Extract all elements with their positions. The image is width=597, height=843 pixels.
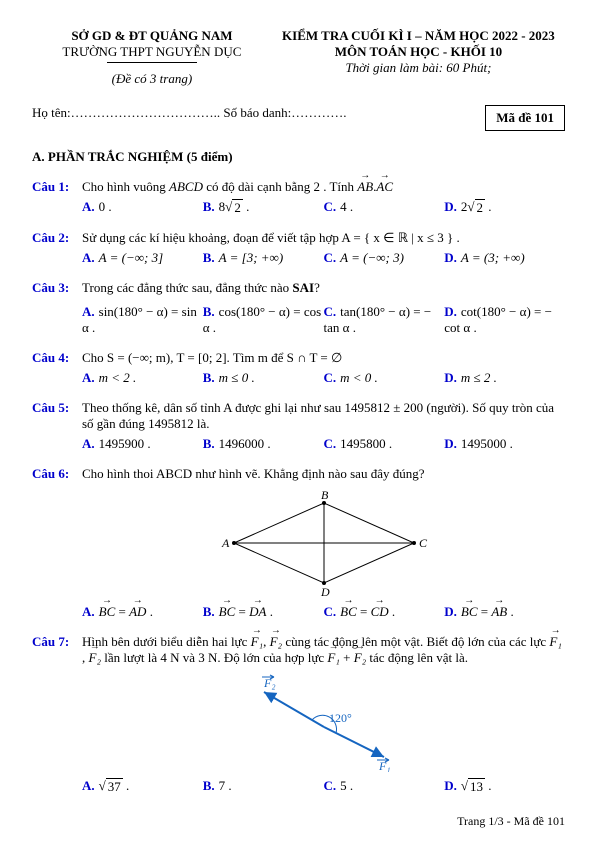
question-3: Câu 3: Trong các đẳng thức sau, đẳng thứ… (32, 280, 565, 336)
header-left: SỞ GD & ĐT QUẢNG NAM TRƯỜNG THPT NGUYỄN … (32, 28, 272, 87)
q1-options: A.0 . B.82 . C.4 . D.22 . (82, 199, 565, 216)
svg-text:A: A (221, 536, 230, 550)
question-1: Câu 1: Cho hình vuông ABCD có độ dài cạn… (32, 179, 565, 216)
q1-A: A.0 . (82, 199, 203, 216)
question-4: Câu 4: Cho S = (−∞; m), T = [0; 2]. Tìm … (32, 350, 565, 386)
q3-B: B.cos(180° − α) = cos α . (203, 304, 324, 336)
q7-label: Câu 7: (32, 634, 82, 795)
q5-label: Câu 5: (32, 400, 82, 452)
school-name: TRƯỜNG THPT NGUYỄN DỤC (32, 44, 272, 60)
question-2: Câu 2: Sử dụng các kí hiệu khoảng, đoạn … (32, 230, 565, 266)
q3-C: C.tan(180° − α) = − tan α . (324, 304, 445, 336)
force-diagram: 120° F₂ F₁ (234, 672, 414, 772)
q7-ta: Hình bên dưới biểu diễn hai lực (82, 634, 251, 649)
question-5: Câu 5: Theo thống kê, dân số tỉnh A được… (32, 400, 565, 452)
dept-name: SỞ GD & ĐT QUẢNG NAM (32, 28, 272, 44)
q4-B: B.m ≤ 0 . (203, 370, 324, 386)
q7-B: B.7 . (203, 778, 324, 795)
q3-text: Trong các đẳng thức sau, đẳng thức nào (82, 280, 292, 295)
svg-text:F₂: F₂ (263, 676, 276, 690)
q4-label: Câu 4: (32, 350, 82, 386)
q2-C: C.A = (−∞; 3) (324, 250, 445, 266)
q2-label: Câu 2: (32, 230, 82, 266)
page-footer: Trang 1/3 - Mã đề 101 (457, 814, 565, 829)
q1-label: Câu 1: (32, 179, 82, 216)
q5-text: Theo thống kê, dân số tỉnh A được ghi lạ… (82, 400, 554, 431)
q1-text-a: Cho hình vuông (82, 179, 169, 194)
q6-body: Cho hình thoi ABCD như hình vẽ. Khẳng đị… (82, 466, 565, 620)
q2-D: D.A = (3; +∞) (444, 250, 565, 266)
sbd-label: Số báo danh:…………. (223, 105, 346, 120)
q3-body: Trong các đẳng thức sau, đẳng thức nào S… (82, 280, 565, 336)
q7-D: D.13 . (444, 778, 565, 795)
q7-td: tác động lên vật là. (369, 650, 468, 665)
q5-B: B.1496000 . (203, 436, 324, 452)
q4-text: Cho S = (−∞; m), T = [0; 2]. Tìm m để S … (82, 350, 342, 365)
q1-abcd: ABCD (169, 179, 203, 194)
q2-A: A.A = (−∞; 3] (82, 250, 203, 266)
q1-D: D.22 . (444, 199, 565, 216)
exam-page: SỞ GD & ĐT QUẢNG NAM TRƯỜNG THPT NGUYỄN … (0, 0, 597, 843)
svg-text:C: C (419, 536, 428, 550)
q4-body: Cho S = (−∞; m), T = [0; 2]. Tìm m để S … (82, 350, 565, 386)
q1-C: C.4 . (324, 199, 445, 216)
q3-options: A.sin(180° − α) = sin α . B.cos(180° − α… (82, 300, 565, 336)
rhombus-diagram: A B C D (214, 488, 434, 598)
vec-f2: F₂ (270, 634, 282, 650)
vec-f1: F₁ (251, 634, 263, 650)
q5-body: Theo thống kê, dân số tỉnh A được ghi lạ… (82, 400, 565, 452)
q6-A: A.BC = AD . (82, 604, 203, 620)
pages-note: (Đề có 3 trang) (32, 71, 272, 87)
q5-A: A.1495900 . (82, 436, 203, 452)
q4-A: A.m < 2 . (82, 370, 203, 386)
q3-label: Câu 3: (32, 280, 82, 336)
q7-tb: cùng tác động lên một vật. Biết độ lớn c… (285, 634, 549, 649)
question-6: Câu 6: Cho hình thoi ABCD như hình vẽ. K… (32, 466, 565, 620)
q1-body: Cho hình vuông ABCD có độ dài cạnh bằng … (82, 179, 565, 216)
q5-C: C.1495800 . (324, 436, 445, 452)
q5-D: D.1495000 . (444, 436, 565, 452)
q6-D: D.BC = AB . (444, 604, 565, 620)
q4-D: D.m ≤ 2 . (444, 370, 565, 386)
header: SỞ GD & ĐT QUẢNG NAM TRƯỜNG THPT NGUYỄN … (32, 28, 565, 87)
name-label: Họ tên:…………………………….. (32, 105, 220, 120)
svg-text:120°: 120° (329, 711, 352, 725)
q3-sai: SAI (292, 280, 314, 295)
q6-options: A.BC = AD . B.BC = DA . C.BC = CD . D.BC… (82, 604, 565, 620)
q6-text: Cho hình thoi ABCD như hình vẽ. Khẳng đị… (82, 466, 425, 481)
q7-options: A.37 . B.7 . C.5 . D.13 . (82, 778, 565, 795)
q7-body: Hình bên dưới biểu diễn hai lực F₁, F₂ c… (82, 634, 565, 795)
q6-C: C.BC = CD . (324, 604, 445, 620)
section-title: A. PHẦN TRẮC NGHIỆM (5 điểm) (32, 149, 565, 165)
vec-ab: AB (357, 179, 373, 195)
q7-C: C.5 . (324, 778, 445, 795)
q1-text-b: có độ dài cạnh bằng 2 . Tính (206, 179, 357, 194)
subject: MÔN TOÁN HỌC - KHỐI 10 (272, 44, 565, 60)
info-row: Họ tên:…………………………….. Số báo danh:…………. M… (32, 105, 565, 121)
q3-A: A.sin(180° − α) = sin α . (82, 304, 203, 336)
question-7: Câu 7: Hình bên dưới biểu diễn hai lực F… (32, 634, 565, 795)
header-right: KIỂM TRA CUỐI KÌ I – NĂM HỌC 2022 - 2023… (272, 28, 565, 87)
exam-code: Mã đề 101 (485, 105, 565, 131)
vec-ac: AC (376, 179, 393, 195)
q2-B: B.A = [3; +∞) (203, 250, 324, 266)
q1-B: B.82 . (203, 199, 324, 216)
exam-title: KIỂM TRA CUỐI KÌ I – NĂM HỌC 2022 - 2023 (272, 28, 565, 44)
svg-text:B: B (321, 488, 329, 502)
svg-text:D: D (320, 585, 330, 598)
q5-options: A.1495900 . B.1496000 . C.1495800 . D.14… (82, 436, 565, 452)
q2-body: Sử dụng các kí hiệu khoảng, đoạn để viết… (82, 230, 565, 266)
divider (107, 62, 197, 63)
svg-text:F₁: F₁ (378, 759, 391, 772)
q7-tc: lần lượt là 4 N và 3 N. Độ lớn của hợp l… (104, 650, 327, 665)
q6-label: Câu 6: (32, 466, 82, 620)
q4-options: A.m < 2 . B.m ≤ 0 . C.m < 0 . D.m ≤ 2 . (82, 370, 565, 386)
q3-D: D.cot(180° − α) = − cot α . (444, 304, 565, 336)
q2-options: A.A = (−∞; 3] B.A = [3; +∞) C.A = (−∞; 3… (82, 250, 565, 266)
q6-B: B.BC = DA . (203, 604, 324, 620)
q7-A: A.37 . (82, 778, 203, 795)
time: Thời gian làm bài: 60 Phút; (272, 60, 565, 76)
q4-C: C.m < 0 . (324, 370, 445, 386)
q2-text: Sử dụng các kí hiệu khoảng, đoạn để viết… (82, 230, 460, 245)
